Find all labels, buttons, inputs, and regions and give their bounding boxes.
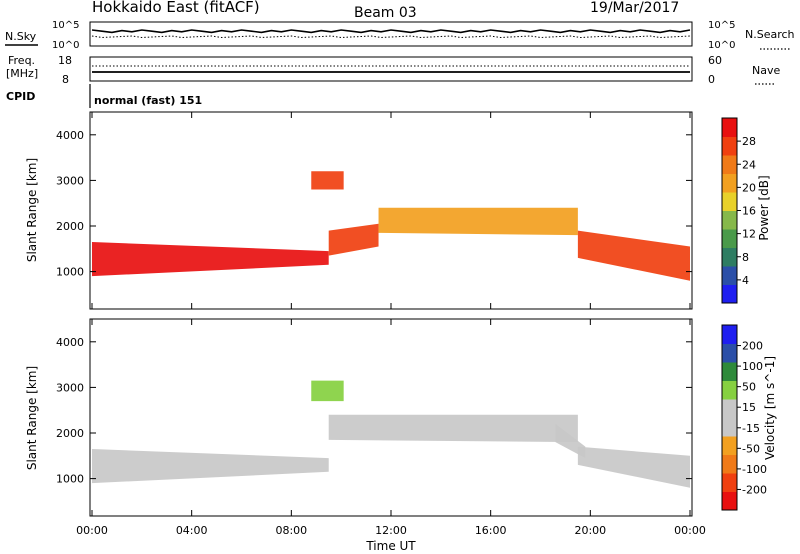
power-colorbar-tick-label-4: 12	[742, 228, 756, 241]
power-colorbar-cell-8	[722, 136, 737, 156]
velocity-colorbar-cell-8	[722, 343, 737, 363]
nsky-tick-top-right: 10^5	[708, 20, 735, 31]
power-colorbar-tick-label-1: 24	[742, 158, 756, 171]
power-colorbar-cell-0	[722, 284, 737, 304]
power-region-0	[92, 241, 329, 277]
velocity-colorbar-tick-label-0: 200	[742, 340, 763, 353]
power-data-marks	[92, 171, 690, 281]
time-tick-label-0: 00:00	[76, 524, 108, 537]
velocity-colorbar-cell-6	[722, 380, 737, 400]
velocity-colorbar-cell-3	[722, 436, 737, 455]
velocity-region-2	[311, 380, 344, 402]
velocity-colorbar-cell-4	[722, 417, 737, 437]
power-colorbar-cell-6	[722, 173, 737, 193]
power-colorbar-cell-5	[722, 192, 737, 211]
cpid-panel: CPID normal (fast) 151	[6, 84, 202, 108]
velocity-colorbar-frame	[721, 324, 738, 511]
power-colorbar-cell-4	[722, 210, 737, 230]
freq-label: Freq.	[8, 54, 35, 67]
velocity-colorbar: 200 100 50 15 -15 -50 -100 -200	[721, 324, 767, 511]
velocity-colorbar-label: Velocity [m s^-1]	[763, 356, 777, 460]
beam-label: Beam 03	[354, 5, 417, 21]
nsky-noise-line	[91, 29, 691, 34]
nsky-panel: N.Sky 10^5 10^0 10^5 10^0 N.Search	[5, 20, 795, 51]
nave-legend-label: Nave	[752, 64, 780, 77]
nsearch-legend-label: N.Search	[745, 28, 795, 41]
power-colorbar-label: Power [dB]	[757, 175, 771, 240]
power-colorbar-cell-2	[722, 247, 737, 267]
velocity-region-0	[92, 448, 329, 484]
power-ytick-label-3: 4000	[56, 129, 84, 142]
velocity-data-marks	[92, 380, 690, 488]
power-ytick-label-2: 3000	[56, 174, 84, 187]
velocity-colorbar-tick-label-7: -200	[742, 483, 767, 496]
x-axis-label: Time UT	[365, 539, 416, 553]
power-panel: 1000 2000 3000 4000 Slant Range [km] 28 24 20…	[25, 111, 771, 310]
cpid-label: CPID	[6, 90, 35, 103]
freq-panel: Freq. [MHz] 18 8 60 0 Nave	[6, 54, 780, 86]
velocity-panel: 1000 2000 3000 4000 Slant Range [km] 200 100…	[25, 318, 777, 517]
time-tick-label-4: 16:00	[475, 524, 507, 537]
time-tick-label-3: 12:00	[375, 524, 407, 537]
date-label: 19/Mar/2017	[590, 0, 679, 16]
power-region-4	[311, 171, 344, 190]
power-ytick-label-1: 2000	[56, 220, 84, 233]
velocity-colorbar-tick-label-3: 15	[742, 401, 756, 414]
cpid-value: normal (fast) 151	[94, 94, 202, 107]
time-axis: 00:00 04:00 08:00 12:00 16:00 20:00 00:00	[76, 112, 706, 537]
velocity-colorbar-cell-1	[722, 473, 737, 492]
time-tick-label-1: 04:00	[176, 524, 208, 537]
velocity-colorbar-tick-label-4: -15	[742, 422, 760, 435]
velocity-ytick-label-3: 4000	[56, 336, 84, 349]
power-colorbar-cell-3	[722, 229, 737, 248]
velocity-ytick-label-2: 3000	[56, 381, 84, 394]
power-colorbar-tick-label-3: 16	[742, 205, 756, 218]
velocity-colorbar-tick-label-5: -50	[742, 442, 760, 455]
velocity-region-4	[577, 446, 690, 488]
velocity-colorbar-cell-2	[722, 454, 737, 474]
power-colorbar-cell-7	[722, 155, 737, 174]
power-colorbar-tick-label-5: 8	[742, 251, 749, 264]
power-ytick-label-0: 1000	[56, 266, 84, 279]
velocity-colorbar-cell-5	[722, 399, 737, 418]
nsky-frame	[89, 21, 693, 47]
velocity-colorbar-tick-label-1: 100	[742, 360, 763, 373]
time-tick-label-5: 20:00	[574, 524, 606, 537]
power-y-axis: 1000 2000 3000 4000	[56, 129, 692, 279]
nsky-tick-bottom-left: 10^0	[52, 40, 79, 51]
velocity-ytick-label-1: 2000	[56, 427, 84, 440]
velocity-y-axis: 1000 2000 3000 4000	[56, 336, 692, 486]
freq-unit: [MHz]	[6, 67, 38, 80]
power-colorbar-tick-label-2: 20	[742, 181, 756, 194]
velocity-ytick-label-0: 1000	[56, 473, 84, 486]
power-colorbar-tick-label-6: 4	[742, 274, 749, 287]
power-colorbar-tick-label-0: 28	[742, 135, 756, 148]
freq-tick-top-right: 60	[708, 54, 722, 67]
power-region-2	[378, 207, 578, 236]
power-colorbar-cell-9	[722, 118, 737, 137]
nsky-tick-bottom-right: 10^0	[708, 40, 735, 51]
velocity-region-1	[328, 414, 578, 443]
power-region-3	[577, 230, 690, 281]
freq-frame	[89, 56, 693, 82]
power-colorbar-cell-1	[722, 266, 737, 285]
velocity-colorbar-cell-9	[722, 325, 737, 344]
velocity-ylabel: Slant Range [km]	[25, 366, 39, 470]
nsky-tick-top-left: 10^5	[52, 20, 79, 31]
power-colorbar: 28 24 20 16 12 8 4	[721, 117, 756, 304]
power-region-1	[328, 223, 379, 256]
velocity-colorbar-tick-label-2: 50	[742, 381, 756, 394]
velocity-colorbar-cell-0	[722, 491, 737, 511]
figure-title: Hokkaido East (fitACF)	[92, 0, 260, 16]
nsearch-noise-line	[91, 35, 691, 39]
time-tick-label-6: 00:00	[674, 524, 706, 537]
velocity-colorbar-cell-7	[722, 362, 737, 381]
freq-tick-bottom-right: 0	[708, 73, 715, 86]
velocity-colorbar-tick-label-6: -100	[742, 463, 767, 476]
power-ylabel: Slant Range [km]	[25, 158, 39, 262]
freq-tick-bottom-left: 8	[62, 73, 69, 86]
time-tick-label-2: 08:00	[275, 524, 307, 537]
freq-tick-top-left: 18	[58, 54, 72, 67]
nsky-label: N.Sky	[5, 30, 37, 43]
